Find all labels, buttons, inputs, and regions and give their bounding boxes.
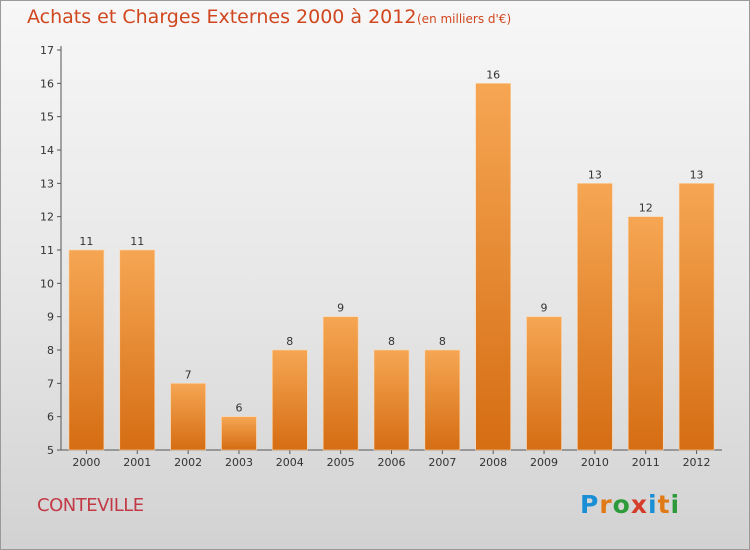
bar [577, 183, 613, 451]
y-tick-label: 7 [47, 377, 54, 390]
x-tick-label: 2002 [174, 456, 202, 469]
bar-value-label: 8 [439, 335, 446, 348]
bar [424, 349, 461, 451]
x-tick-label: 2010 [581, 456, 609, 469]
y-tick-label: 6 [47, 411, 54, 424]
x-tick-label: 2008 [479, 456, 507, 469]
bar-value-label: 11 [79, 235, 93, 248]
bar [68, 249, 105, 451]
y-tick-label: 17 [40, 44, 54, 57]
y-tick-label: 5 [47, 444, 54, 457]
x-tick-label: 2000 [72, 456, 100, 469]
bar [170, 383, 206, 451]
bar-value-label: 9 [541, 302, 548, 315]
y-tick-label: 11 [40, 244, 54, 257]
x-tick-label: 2011 [632, 456, 660, 469]
chart-title: Achats et Charges Externes 2000 à 2012 [27, 6, 417, 28]
commune-name: CONTEVILLE [37, 495, 144, 516]
bar-value-label: 11 [130, 235, 144, 248]
y-tick-label: 14 [40, 144, 54, 157]
y-tick-label: 12 [40, 211, 54, 224]
bar-value-label: 8 [388, 335, 395, 348]
bar-value-label: 12 [639, 202, 653, 215]
bar-value-label: 6 [235, 402, 242, 415]
y-tick-label: 16 [40, 77, 54, 90]
bar-value-label: 9 [337, 302, 344, 315]
bars: 11 11 7 6 8 9 8 8 16 9 13 12 13 [68, 68, 715, 451]
x-tick-label: 2003 [225, 456, 253, 469]
bar [627, 216, 664, 451]
y-tick-label: 8 [47, 344, 54, 357]
bar-value-label: 8 [286, 335, 293, 348]
y-tick-label: 15 [40, 111, 54, 124]
chart-unit: (en milliers d'€) [417, 12, 512, 26]
axes: 5 6 7 8 9 10 11 12 13 14 15 16 17 2000 2001 2002 2003 200… [40, 44, 722, 469]
bar-value-label: 13 [588, 168, 602, 181]
bar-value-label: 16 [486, 68, 500, 81]
x-tick-label: 2009 [530, 456, 558, 469]
bar-value-label: 7 [185, 368, 192, 381]
bar-value-label: 13 [690, 168, 704, 181]
y-tick-label: 13 [40, 177, 54, 190]
y-tick-label: 10 [40, 277, 54, 290]
bar [475, 83, 511, 451]
bar [373, 349, 410, 451]
bar [678, 183, 715, 451]
x-tick-label: 2006 [378, 456, 406, 469]
x-tick-label: 2007 [428, 456, 456, 469]
bar [221, 416, 257, 451]
bar [322, 316, 359, 451]
y-tick-label: 9 [47, 311, 54, 324]
proxiti-logo: Proxiti [580, 490, 681, 519]
x-tick-label: 2004 [276, 456, 304, 469]
bar [119, 249, 156, 451]
x-tick-label: 2012 [683, 456, 711, 469]
bar [526, 316, 562, 451]
x-tick-label: 2005 [327, 456, 355, 469]
bar [272, 349, 308, 451]
x-tick-label: 2001 [123, 456, 151, 469]
